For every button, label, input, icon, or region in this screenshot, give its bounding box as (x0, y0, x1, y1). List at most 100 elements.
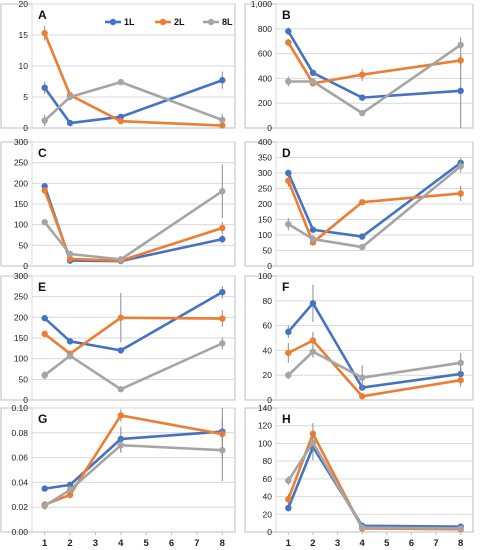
x-tick-label: 5 (384, 538, 390, 549)
series-line (43, 342, 223, 391)
y-tick-label: 0.08 (11, 428, 28, 438)
series-2l (285, 38, 464, 87)
panel-g: 0.00 0.02 0.04 0.06 0.08 0.10 1 2 3 4 5 6 7 8 G (0, 403, 236, 549)
data-point (41, 314, 48, 322)
data-point (66, 119, 74, 127)
y-tick-label: 300 (14, 137, 28, 147)
x-tick-label: 2 (310, 538, 315, 549)
data-point (285, 39, 292, 46)
y-tick-label: 200 (14, 178, 28, 188)
data-point (457, 87, 464, 95)
y-tick-label: 100 (258, 271, 272, 281)
data-point (358, 374, 366, 381)
series-1l (41, 285, 226, 354)
y-tick-label: 120 (258, 421, 272, 431)
data-point (219, 446, 226, 454)
panel-letter: B (282, 8, 291, 22)
series-1l (285, 27, 464, 128)
panel-frame (0, 407, 236, 533)
x-tick-label: 3 (335, 538, 340, 549)
series-line (44, 414, 223, 506)
data-point (309, 235, 317, 243)
y-tick-label: 350 (258, 153, 272, 163)
series-line (43, 32, 223, 127)
y-tick-label: 100 (14, 354, 28, 364)
y-tick-label: 40 (263, 492, 273, 502)
data-point (66, 352, 74, 359)
data-point (117, 386, 125, 393)
panel-frame (244, 3, 474, 129)
y-tick-label: 100 (14, 220, 28, 230)
data-point (309, 300, 317, 307)
y-tick-label: 0.06 (11, 453, 28, 463)
data-point (117, 117, 125, 125)
data-point (285, 28, 292, 35)
panel-h: 0 20 40 60 80 100 120 140 1 2 3 4 5 6 7 8 H (244, 403, 474, 549)
series-8l (285, 431, 464, 532)
y-tick-label: 250 (14, 292, 28, 302)
y-tick-label: 100 (258, 230, 272, 240)
data-point (358, 94, 366, 101)
data-point (285, 477, 292, 484)
data-point (358, 243, 366, 251)
data-point (117, 78, 125, 86)
data-point (457, 370, 464, 378)
legend-item-8l: 8L (203, 17, 233, 27)
data-point (457, 359, 464, 366)
data-point (219, 187, 226, 195)
data-point (457, 41, 464, 49)
data-point (66, 255, 74, 263)
data-point (309, 439, 317, 446)
y-tick-label: 200 (258, 199, 272, 209)
series-line (287, 165, 462, 249)
series-8l (41, 78, 226, 127)
series-line (287, 339, 461, 398)
panel-a: 0 5 10 15 20 A (0, 0, 236, 133)
data-point (41, 84, 48, 91)
data-point (285, 504, 292, 512)
data-point (285, 78, 292, 85)
data-point (358, 524, 366, 531)
data-point (309, 348, 317, 355)
panel-b: 0 200 400 600 800 1,000 B (244, 0, 474, 133)
x-tick-label: 6 (169, 538, 174, 549)
series-1l (285, 158, 464, 240)
series-line (43, 316, 223, 356)
y-tick-label: 150 (258, 215, 272, 225)
x-tick-label: 2 (67, 538, 72, 549)
data-point (41, 187, 48, 194)
series-2l (41, 409, 226, 509)
series-8l (41, 419, 226, 510)
y-tick-label: 5 (23, 92, 28, 102)
data-point (285, 372, 292, 379)
y-tick-label: 0 (23, 261, 28, 271)
series-8l (41, 164, 226, 263)
data-point (285, 349, 292, 357)
data-point (358, 198, 366, 206)
y-tick-label: 50 (19, 374, 29, 384)
y-tick-label: 0 (267, 261, 272, 271)
series-line (43, 190, 224, 261)
series-line (43, 189, 223, 262)
y-tick-label: 20 (19, 0, 29, 9)
y-tick-label: 300 (258, 168, 272, 178)
data-point (117, 256, 125, 263)
legend-label: 1L (124, 17, 135, 27)
y-tick-label: 0.02 (11, 502, 28, 512)
panel-f: 0 20 40 60 80 100 F (244, 271, 474, 405)
series-line (287, 441, 461, 530)
y-tick-label: 40 (263, 345, 273, 355)
data-point (66, 338, 74, 345)
data-point (66, 93, 74, 101)
legend-item-1l: 1L (105, 17, 135, 27)
panel-letter: A (38, 8, 47, 22)
panel-letter: D (282, 146, 291, 160)
series-8l (285, 159, 464, 251)
data-point (285, 496, 292, 503)
y-tick-label: 300 (14, 271, 28, 281)
y-tick-label: 600 (258, 49, 272, 59)
data-point (117, 347, 125, 354)
data-point (117, 412, 125, 419)
series-line (287, 161, 462, 238)
series-2l (285, 423, 464, 533)
